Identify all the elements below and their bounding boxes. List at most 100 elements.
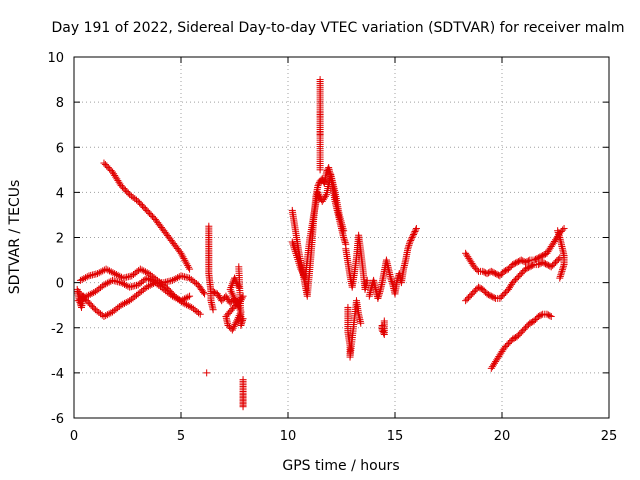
- data-point: [119, 280, 127, 288]
- data-point: [504, 340, 512, 348]
- data-point: [556, 272, 564, 280]
- data-point: [211, 288, 219, 296]
- data-point: [148, 212, 156, 220]
- data-point: [534, 312, 542, 320]
- data-point: [238, 318, 246, 326]
- data-point: [406, 238, 414, 246]
- data-point: [180, 255, 188, 263]
- y-tick-label: 10: [47, 51, 64, 66]
- data-point: [524, 257, 532, 265]
- data-point: [546, 312, 554, 320]
- data-point: [88, 289, 96, 297]
- data-point: [315, 180, 323, 188]
- data-point: [479, 267, 487, 275]
- data-point: [530, 317, 538, 325]
- data-point: [560, 224, 568, 232]
- x-axis-label: GPS time / hours: [282, 458, 399, 474]
- plot-frame: [73, 56, 610, 419]
- y-tick-label: -6: [51, 412, 64, 427]
- data-point: [550, 260, 558, 268]
- data-point: [520, 325, 528, 333]
- data-point: [179, 296, 187, 304]
- data-point: [472, 264, 480, 272]
- data-point: [239, 315, 247, 323]
- data-point: [532, 255, 540, 263]
- data-point: [100, 281, 108, 289]
- data-point: [412, 224, 420, 232]
- data-point: [523, 258, 531, 266]
- data-point: [547, 312, 555, 320]
- data-point: [235, 283, 243, 291]
- data-point: [489, 268, 497, 276]
- data-point: [519, 268, 527, 276]
- data-point: [174, 274, 182, 282]
- data-point: [111, 270, 119, 278]
- data-point: [510, 277, 518, 285]
- data-point: [539, 252, 547, 260]
- data-point: [298, 267, 306, 275]
- data-point: [412, 226, 420, 234]
- data-point: [473, 266, 481, 274]
- data-point: [182, 294, 190, 302]
- data-point: [136, 199, 144, 207]
- data-point: [95, 269, 103, 277]
- data-point: [177, 297, 185, 305]
- data-point: [497, 270, 505, 278]
- data-point: [102, 265, 110, 273]
- data-point: [490, 294, 498, 302]
- data-point: [500, 267, 508, 275]
- data-point: [121, 299, 129, 307]
- x-tick-label: 5: [177, 429, 185, 444]
- data-point: [80, 292, 88, 300]
- data-point: [510, 260, 518, 268]
- data-point: [559, 264, 567, 272]
- data-point: [469, 289, 477, 297]
- data-point: [76, 276, 84, 284]
- x-tick-label: 20: [494, 429, 511, 444]
- data-point: [514, 331, 522, 339]
- data-point: [144, 282, 152, 290]
- data-point: [143, 274, 151, 282]
- data-point: [409, 232, 417, 240]
- data-point: [503, 341, 511, 349]
- data-point: [374, 294, 382, 302]
- data-point: [558, 266, 566, 274]
- data-point: [75, 297, 83, 305]
- data-point: [147, 211, 155, 219]
- data-point: [172, 294, 180, 302]
- data-point: [85, 291, 93, 299]
- data-point: [105, 278, 113, 286]
- data-point: [536, 312, 544, 320]
- data-point: [237, 321, 245, 329]
- data-point: [560, 261, 568, 269]
- data-point: [487, 292, 495, 300]
- data-point: [546, 262, 554, 270]
- data-point: [143, 283, 151, 291]
- data-point: [388, 277, 396, 285]
- data-point: [134, 197, 142, 205]
- data-point: [228, 326, 236, 334]
- data-point: [119, 183, 127, 191]
- data-point: [182, 258, 190, 266]
- data-point: [537, 311, 545, 319]
- data-point: [500, 344, 508, 352]
- data-point: [494, 271, 502, 279]
- data-point: [534, 254, 542, 262]
- data-point: [117, 279, 125, 287]
- data-point: [86, 300, 94, 308]
- data-point: [474, 283, 482, 291]
- data-point: [517, 328, 525, 336]
- data-point: [140, 203, 148, 211]
- data-point: [487, 267, 495, 275]
- data-point: [314, 188, 322, 196]
- data-point: [341, 239, 349, 247]
- data-point: [183, 260, 191, 268]
- data-point: [549, 261, 557, 269]
- data-point: [94, 270, 102, 278]
- data-point: [543, 310, 551, 318]
- data-point: [117, 182, 125, 190]
- data-point: [340, 227, 348, 235]
- data-point: [141, 205, 149, 213]
- data-point: [102, 280, 110, 288]
- data-point: [516, 271, 524, 279]
